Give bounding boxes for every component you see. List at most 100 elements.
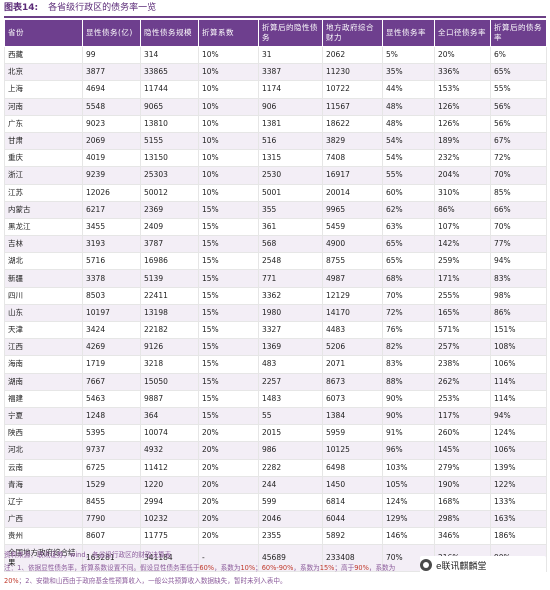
footnote-text: ，系数为 — [293, 564, 320, 572]
table-cell: 72% — [382, 303, 435, 323]
table-cell: 4932 — [140, 441, 199, 460]
table-cell: 96% — [382, 441, 435, 460]
footnote-text: ；2、安徽和山西由于政府基金性预算收入，一般公共预算收入数据缺失，暂时未列入表中… — [18, 577, 287, 585]
table-cell: 189% — [434, 131, 491, 151]
wechat-channel-icon — [420, 559, 432, 571]
table-row: 贵州 8607 11775 20% 2355 5892 146% 346% 186% — [4, 527, 547, 546]
table-cell: 91% — [382, 424, 435, 443]
table-cell: 106% — [490, 355, 547, 374]
table-body: 西藏 99 314 10% 31 2062 5% 20% 6% 北京 3877 33865 10% 338… — [4, 45, 547, 573]
table-cell: 5548 — [82, 97, 141, 116]
province-cell: 广东 — [4, 114, 83, 133]
table-cell: 15% — [198, 252, 259, 271]
table-cell: 168% — [434, 492, 491, 512]
table-cell: 8607 — [82, 527, 141, 546]
table-cell: 186% — [490, 527, 547, 546]
table-cell: 70% — [490, 166, 547, 185]
table-cell: 259% — [434, 252, 491, 271]
table-cell: 238% — [434, 355, 491, 374]
table-cell: 5463 — [82, 389, 141, 408]
province-cell: 青海 — [4, 475, 83, 494]
table-cell: 15% — [198, 303, 259, 323]
table-cell: 15% — [198, 389, 259, 408]
column-header: 隐性债务规模 — [140, 19, 199, 47]
table-cell: 10722 — [322, 80, 383, 99]
table-cell: 114% — [490, 389, 547, 408]
table-cell: 7408 — [322, 149, 383, 168]
table-row: 宁夏 1248 364 15% 55 1384 90% 117% 94% — [4, 406, 547, 426]
table-cell: 9023 — [82, 114, 141, 133]
footnote-text: ；高于 — [334, 564, 355, 572]
footnote-highlight: 60% — [199, 564, 215, 572]
table-cell: 10125 — [322, 441, 383, 460]
table-cell: 10197 — [82, 303, 141, 323]
table-cell: 35% — [382, 63, 435, 82]
table-cell: 139% — [490, 458, 547, 477]
table-cell: 1980 — [258, 303, 323, 323]
footnote-text: ，系数为 — [214, 564, 241, 572]
watermark: e联讯麒麟堂 — [420, 556, 546, 574]
table-cell: 31 — [258, 45, 323, 65]
table-cell: 5139 — [140, 269, 199, 288]
province-cell: 甘肃 — [4, 131, 83, 151]
table-cell: 20014 — [322, 183, 383, 202]
table-cell: 2548 — [258, 252, 323, 271]
table-row: 海南 1719 3218 15% 483 2071 83% 238% 106% — [4, 355, 547, 374]
province-cell: 重庆 — [4, 149, 83, 168]
table-row: 江西 4269 9126 15% 1369 5206 82% 257% 108% — [4, 338, 547, 357]
table-cell: 8455 — [82, 492, 141, 512]
footnote-highlight: 15% — [319, 564, 335, 572]
table-cell: 129% — [382, 510, 435, 529]
table-cell: 1369 — [258, 338, 323, 357]
table-cell: 98% — [490, 286, 547, 305]
table-cell: 2015 — [258, 424, 323, 443]
column-header: 全口径债务率 — [434, 19, 491, 47]
province-cell: 辽宁 — [4, 492, 83, 512]
table-cell: 279% — [434, 458, 491, 477]
table-cell: 10% — [198, 166, 259, 185]
province-cell: 江苏 — [4, 183, 83, 202]
province-cell: 黑龙江 — [4, 217, 83, 237]
table-cell: 54% — [382, 149, 435, 168]
table-cell: 260% — [434, 424, 491, 443]
table-cell: 20% — [198, 510, 259, 529]
table-cell: 5155 — [140, 131, 199, 151]
table-cell: 3193 — [82, 235, 141, 254]
province-cell: 福建 — [4, 389, 83, 408]
table-cell: 105% — [382, 475, 435, 494]
province-cell: 河南 — [4, 97, 83, 116]
table-cell: 3877 — [82, 63, 141, 82]
table-row: 湖北 5716 16986 15% 2548 8755 65% 259% 94% — [4, 252, 547, 271]
table-cell: 2530 — [258, 166, 323, 185]
table-cell: 244 — [258, 475, 323, 494]
table-cell: 9126 — [140, 338, 199, 357]
table-cell: 233408 — [322, 544, 383, 573]
figure-title: 各省级行政区的债务率一览 — [48, 3, 157, 13]
table-row: 辽宁 8455 2994 20% 599 6814 124% 168% 133% — [4, 492, 547, 512]
table-cell: 1483 — [258, 389, 323, 408]
table-row: 青海 1529 1220 20% 244 1450 105% 190% 122% — [4, 475, 547, 494]
table-cell: 62% — [382, 200, 435, 219]
table-row: 新疆 3378 5139 15% 771 4987 68% 171% 83% — [4, 269, 547, 288]
table-cell: 2282 — [258, 458, 323, 477]
table-row: 四川 8503 22411 15% 3362 12129 70% 255% 98% — [4, 286, 547, 305]
table-cell: 7790 — [82, 510, 141, 529]
table-cell: 10% — [198, 131, 259, 151]
table-cell: 361 — [258, 217, 323, 237]
table-cell: 15050 — [140, 372, 199, 391]
province-cell: 河北 — [4, 441, 83, 460]
table-row: 河南 5548 9065 10% 906 11567 48% 126% 56% — [4, 97, 547, 116]
table-cell: 364 — [140, 406, 199, 426]
table-cell: 1384 — [322, 406, 383, 426]
table-cell: 83% — [490, 269, 547, 288]
province-cell: 天津 — [4, 320, 83, 340]
table-cell: 10% — [198, 63, 259, 82]
province-cell: 湖南 — [4, 372, 83, 391]
table-cell: 11412 — [140, 458, 199, 477]
table-cell: 13810 — [140, 114, 199, 133]
table-cell: 126% — [434, 114, 491, 133]
table-cell: 1315 — [258, 149, 323, 168]
table-cell: 204% — [434, 166, 491, 185]
table-cell: 22182 — [140, 320, 199, 340]
table-cell: 55% — [382, 166, 435, 185]
